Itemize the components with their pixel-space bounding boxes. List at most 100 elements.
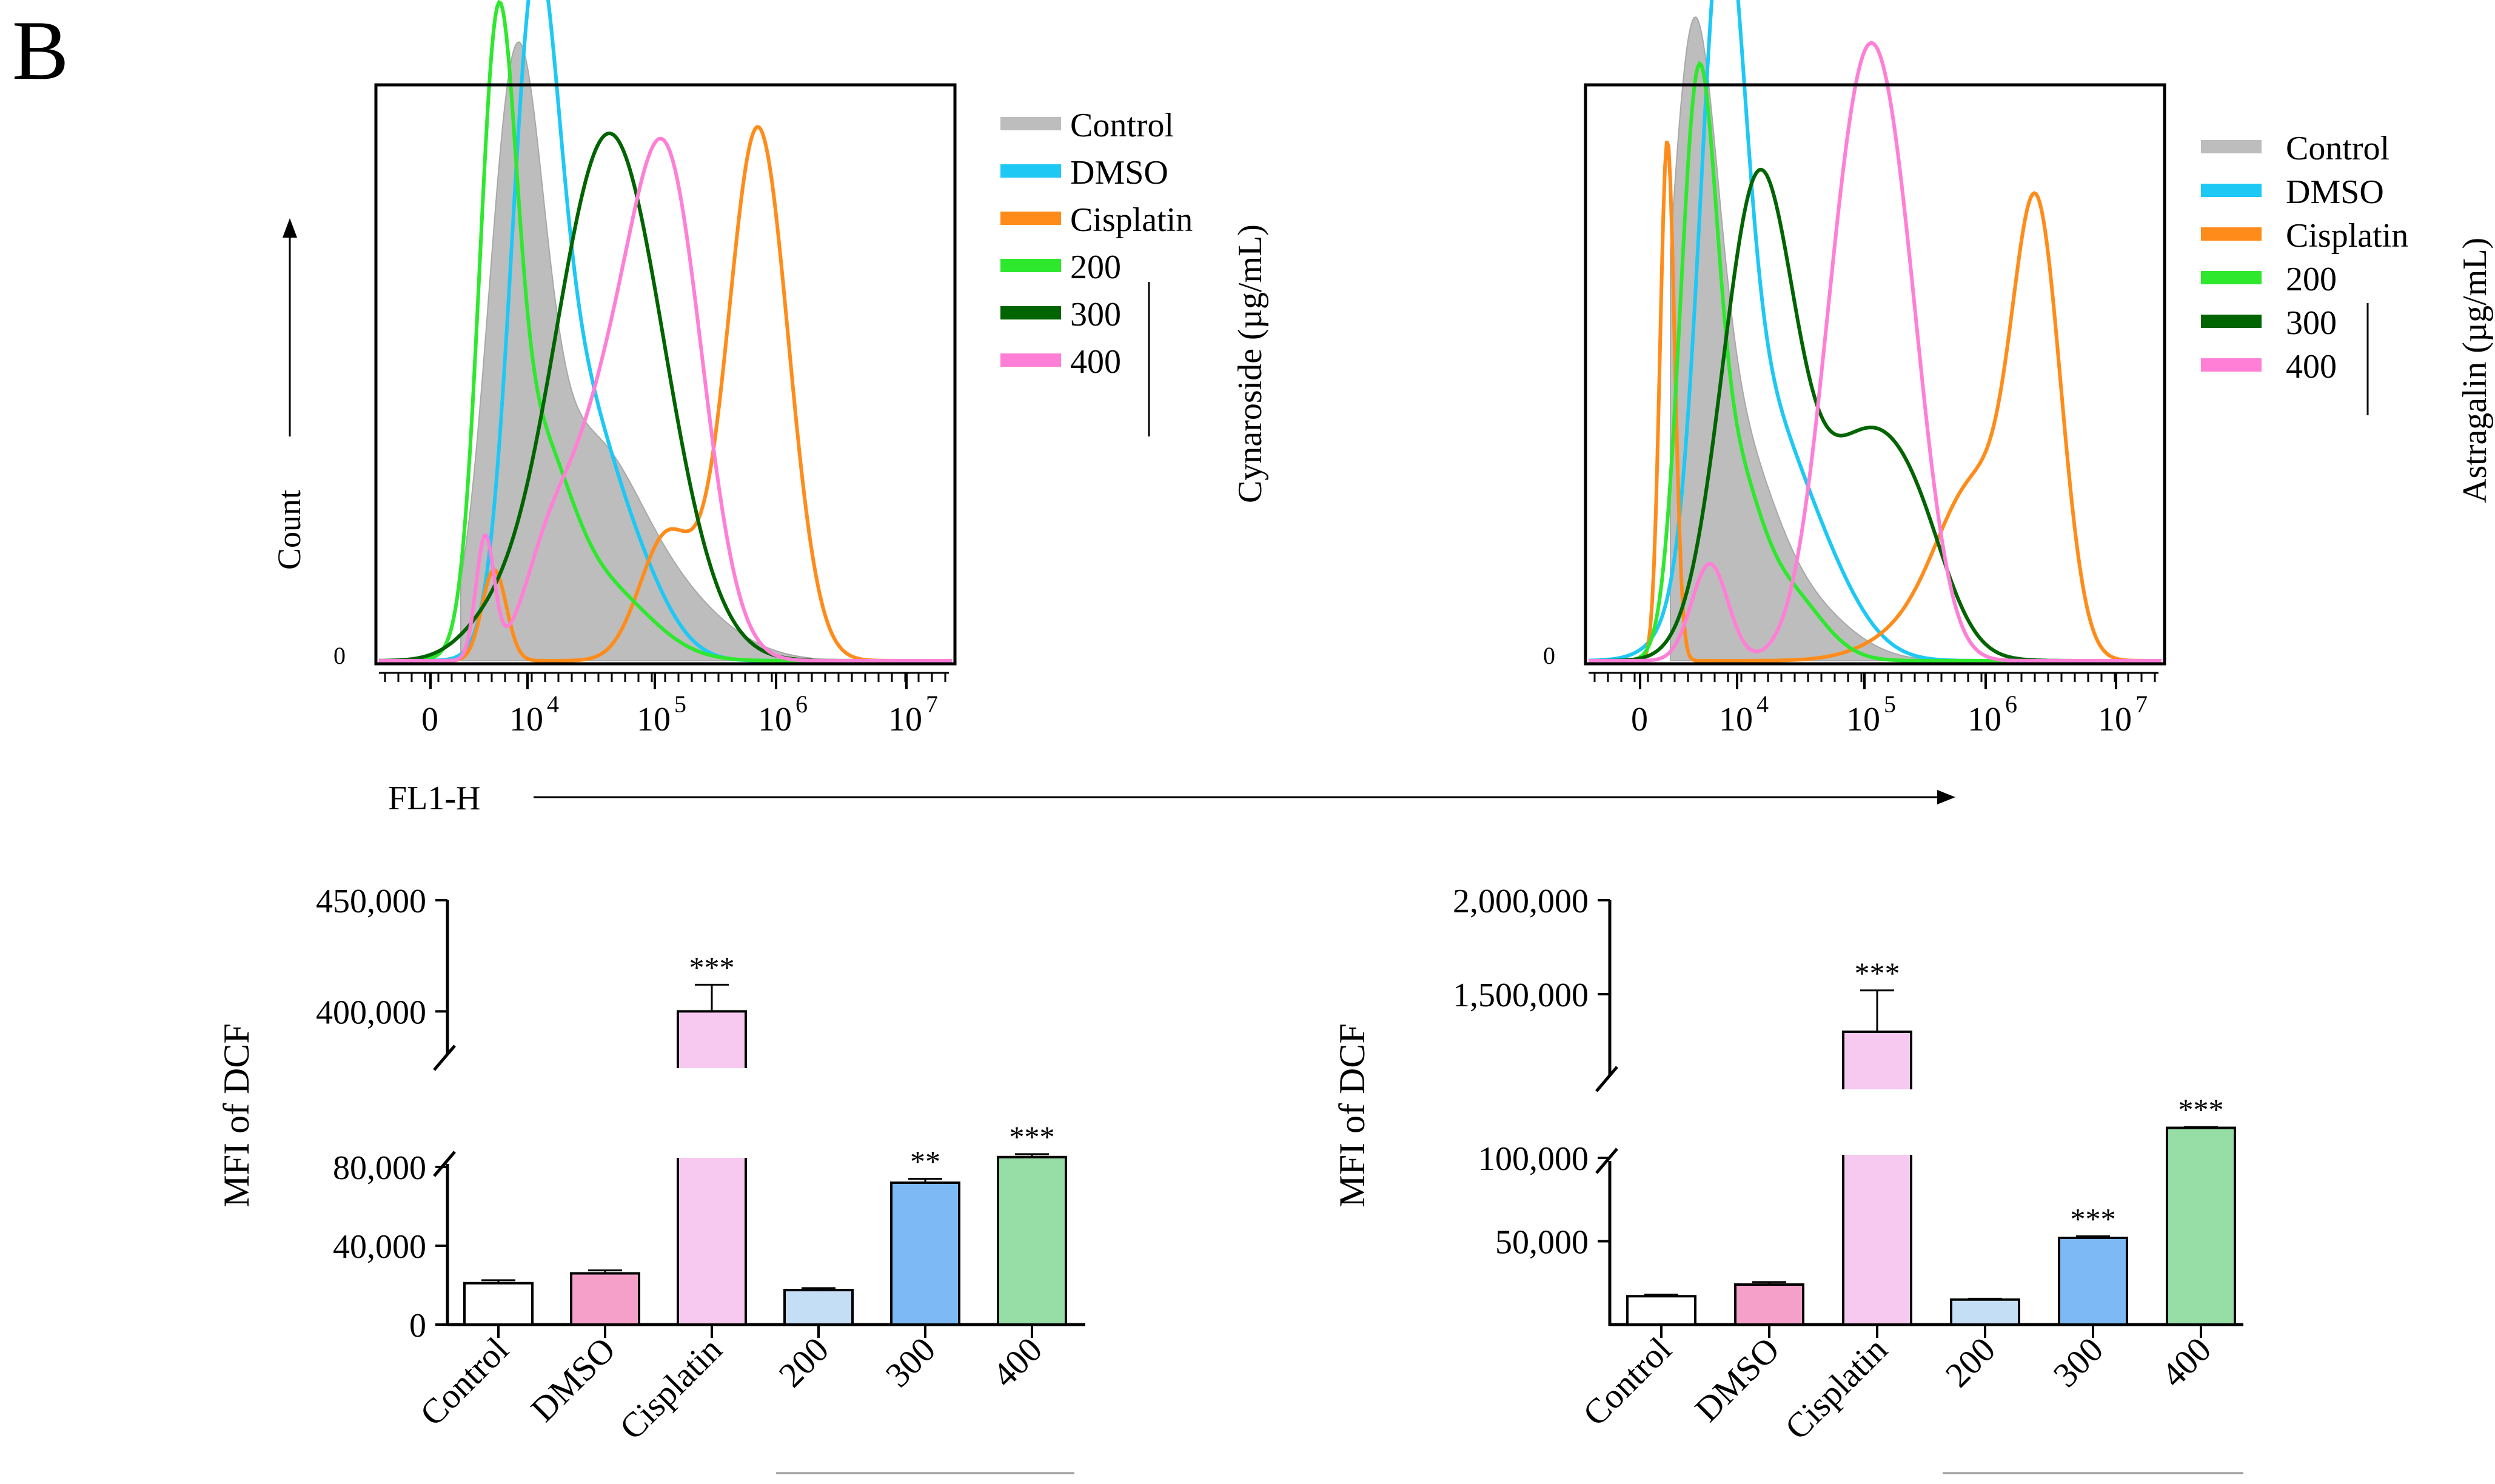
y-axis-label: MFI of DCF — [1332, 1023, 1372, 1207]
histogram-curve-control — [1670, 16, 2022, 661]
legend-label-control: Control — [2286, 130, 2390, 167]
bar-200 — [783, 1289, 854, 1326]
bar-break-gap — [1841, 1089, 1914, 1155]
x-tick-label-control: Control — [412, 1329, 516, 1433]
bar-dmso — [570, 1272, 640, 1326]
bar-control — [1626, 1295, 1696, 1326]
histogram-curve-400 — [379, 136, 952, 663]
y-tick-label: 80,000 — [333, 1149, 426, 1187]
legend-swatch-control — [2201, 140, 2262, 153]
bar-dmso — [1734, 1283, 1804, 1326]
histogram-tick-exponent: 6 — [795, 690, 808, 718]
legend-label-400: 400 — [2286, 348, 2337, 386]
histogram-right: 0 0 10 4 10 5 10 6 10 7 ControlDMSOCisplatin2003… — [1543, 0, 2494, 738]
fl1h-arrow-head — [1937, 790, 1955, 804]
bar-200 — [1950, 1298, 2020, 1326]
legend-swatch-300 — [1000, 306, 1061, 319]
histogram-right-frame — [1584, 83, 2166, 666]
y-tick-label: 2,000,000 — [1453, 883, 1589, 920]
histogram-curve-control — [460, 41, 814, 661]
significance-marker: ** — [910, 1145, 940, 1178]
group-label-cynaroside: Cynaroside (µg/mL) — [1231, 224, 1269, 503]
significance-marker: *** — [2071, 1202, 2116, 1235]
y-tick-label: 100,000 — [1478, 1140, 1589, 1178]
significance-marker: *** — [1855, 956, 1900, 990]
bar-400 — [2166, 1126, 2236, 1326]
bar-chart-astragalin: 50,000 100,000 1,500,000 2,000,000 MFI of DC… — [1332, 883, 2243, 1474]
significance-marker: *** — [2179, 1092, 2224, 1126]
legend-label-cisplatin: Cisplatin — [1070, 201, 1193, 239]
legend-label-400: 400 — [1070, 343, 1121, 381]
zero-label-left: 0 — [333, 642, 346, 669]
histogram-tick-label: 10 — [1968, 701, 2001, 738]
histogram-tick-exponent: 4 — [1757, 690, 1769, 718]
histogram-tick-exponent: 4 — [547, 690, 559, 718]
x-tick-label-200: 200 — [771, 1329, 836, 1394]
legend-swatch-200 — [1000, 259, 1061, 272]
histogram-tick-label: 10 — [1846, 701, 1880, 738]
y-tick-label: 400,000 — [316, 994, 426, 1031]
legend-label-control: Control — [1070, 107, 1174, 144]
legend-swatch-200 — [2201, 271, 2262, 284]
histogram-tick-label: 10 — [1719, 701, 1753, 738]
legend-label-300: 300 — [2286, 304, 2337, 342]
legend-label-dmso: DMSO — [1070, 154, 1168, 192]
bar-cisplatin — [677, 1010, 747, 1326]
legend-swatch-cisplatin — [2201, 227, 2262, 241]
bar-300 — [2058, 1237, 2128, 1326]
x-tick-label-cisplatin: Cisplatin — [612, 1329, 729, 1447]
x-tick-label-dmso: DMSO — [523, 1329, 623, 1429]
x-tick-label-dmso: DMSO — [1687, 1329, 1787, 1429]
histogram-tick-exponent: 7 — [926, 690, 938, 718]
legend-label-dmso: DMSO — [2286, 173, 2384, 211]
histogram-tick-exponent: 5 — [674, 690, 686, 718]
x-tick-label-cisplatin: Cisplatin — [1777, 1329, 1895, 1447]
bar-break-gap — [675, 1068, 748, 1158]
significance-marker: *** — [1010, 1120, 1055, 1154]
y-tick-label: 0 — [409, 1307, 426, 1345]
histogram-tick-exponent: 7 — [2135, 690, 2148, 718]
axis-break-mark — [433, 1151, 456, 1177]
bar-chart-cynaroside: 0 40,000 80,000 400,000 450,000 MFI of DCF Con… — [216, 883, 1085, 1474]
bar-control — [463, 1282, 534, 1326]
legend-swatch-cisplatin — [1000, 212, 1061, 225]
y-tick-label: 40,000 — [333, 1228, 426, 1266]
x-tick-label-200: 200 — [1938, 1329, 2003, 1394]
significance-marker: *** — [689, 950, 735, 984]
bar-cisplatin — [1842, 1031, 1912, 1326]
y-tick-label: 1,500,000 — [1453, 977, 1589, 1014]
y-tick-label: 450,000 — [316, 883, 426, 920]
legend-label-cisplatin: Cisplatin — [2286, 217, 2408, 255]
histogram-tick-label: 10 — [888, 701, 922, 738]
histogram-curve-400 — [1589, 41, 2162, 663]
bar-400 — [997, 1155, 1067, 1326]
histogram-curve-cisplatin — [379, 125, 952, 663]
legend-swatch-dmso — [2201, 184, 2262, 197]
histogram-tick-exponent: 5 — [1884, 690, 1896, 718]
histogram-left-frame — [374, 83, 957, 666]
x-tick-label-400: 400 — [985, 1329, 1050, 1394]
legend-swatch-400 — [2201, 358, 2262, 372]
histogram-tick-label: 10 — [637, 701, 671, 738]
panel-label: B — [12, 4, 69, 98]
axis-break-mark — [1595, 1066, 1618, 1092]
legend-label-200: 200 — [1070, 249, 1121, 286]
legend-label-200: 200 — [2286, 261, 2337, 298]
legend-label-300: 300 — [1070, 296, 1121, 333]
x-tick-label-control: Control — [1575, 1329, 1679, 1433]
zero-label-right: 0 — [1543, 642, 1555, 669]
y-axis-label-count: Count — [271, 490, 307, 570]
group-label-astragalin: Astragalin (µg/mL) — [2456, 238, 2494, 503]
y-tick-label: 50,000 — [1495, 1224, 1589, 1262]
histogram-tick-label: 10 — [2098, 701, 2132, 738]
y-axis-label: MFI of DCF — [216, 1023, 256, 1207]
legend-swatch-control — [1000, 117, 1061, 130]
x-tick-label-300: 300 — [878, 1329, 943, 1394]
histogram-tick-label: 10 — [509, 701, 543, 738]
axis-break-mark — [433, 1044, 456, 1071]
x-tick-label-400: 400 — [2154, 1329, 2219, 1394]
histogram-tick-label: 0 — [421, 701, 438, 738]
legend-swatch-dmso — [1000, 164, 1061, 178]
legend-swatch-300 — [2201, 315, 2262, 328]
